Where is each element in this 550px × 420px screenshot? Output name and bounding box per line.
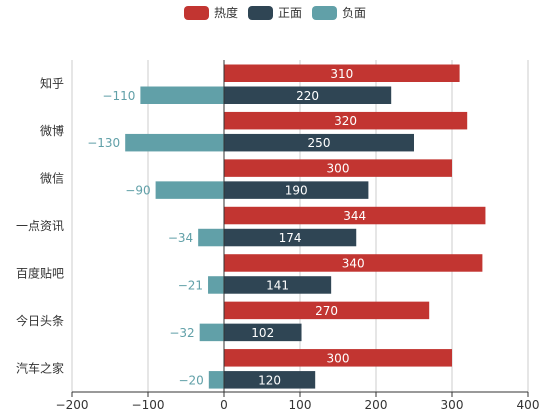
legend-label-heat: 热度	[213, 6, 238, 20]
legend-swatch-negative	[312, 5, 337, 20]
legend-item-heat[interactable]: 热度	[183, 4, 238, 21]
data-label-positive: 250	[308, 136, 331, 150]
data-label-negative: −20	[178, 373, 203, 387]
x-tick-label: 0	[220, 398, 228, 412]
bar-negative	[208, 371, 224, 389]
bar-positive	[224, 228, 357, 247]
bar-negative	[140, 86, 224, 104]
bar-negative	[155, 181, 224, 199]
x-tick-label: −200	[56, 398, 89, 412]
bar-heat	[224, 111, 468, 130]
bar-positive	[224, 323, 302, 342]
data-label-negative: −32	[169, 326, 194, 340]
bar-heat	[224, 349, 452, 367]
data-label-positive: 141	[266, 278, 289, 292]
x-tick-label: 100	[289, 398, 312, 412]
legend-label-positive: 正面	[277, 6, 302, 20]
bar-positive	[224, 181, 369, 199]
data-label-positive: 220	[296, 89, 319, 103]
bar-positive	[224, 276, 332, 294]
legend: 热度 正面 负面	[0, 4, 550, 21]
data-label-heat: 320	[334, 114, 357, 128]
category-label: 微信	[40, 172, 64, 186]
data-label-heat: 340	[342, 256, 365, 270]
bar-heat	[224, 159, 452, 177]
data-label-heat: 270	[315, 304, 338, 318]
category-label: 汽车之家	[16, 360, 64, 375]
bar-heat	[224, 64, 460, 82]
data-label-positive: 174	[279, 231, 302, 245]
data-label-negative: −34	[168, 231, 193, 245]
x-tick-label: 300	[441, 398, 464, 412]
x-tick-label: 200	[365, 398, 388, 412]
bar-positive	[224, 371, 316, 389]
data-label-negative: −110	[102, 89, 135, 103]
category-label: 百度贴吧	[16, 265, 64, 280]
data-label-heat: 300	[327, 351, 350, 365]
legend-item-positive[interactable]: 正面	[247, 4, 302, 21]
x-tick-label: 400	[517, 398, 540, 412]
bar-heat	[224, 301, 430, 320]
x-tick-label: −100	[132, 398, 165, 412]
category-label: 微博	[40, 123, 64, 138]
bar-negative	[198, 228, 224, 247]
bar-heat	[224, 254, 483, 272]
data-label-negative: −130	[87, 136, 120, 150]
data-label-positive: 120	[258, 373, 281, 387]
bar-negative	[208, 276, 224, 294]
legend-item-negative[interactable]: 负面	[312, 4, 366, 21]
category-label: 一点资讯	[16, 219, 64, 233]
legend-swatch-positive	[247, 5, 273, 20]
data-label-positive: 190	[285, 184, 308, 198]
bar-heat	[224, 206, 486, 225]
legend-label-negative: 负面	[342, 6, 367, 20]
data-label-heat: 344	[343, 209, 366, 223]
category-label: 今日头条	[16, 313, 64, 328]
data-label-negative: −90	[125, 184, 150, 198]
bar-negative	[199, 323, 224, 342]
bar-negative	[125, 133, 224, 152]
bar-positive	[224, 86, 392, 104]
legend-swatch-heat	[183, 5, 209, 20]
data-label-heat: 310	[330, 67, 353, 81]
data-label-negative: −21	[178, 278, 203, 292]
bar-positive	[224, 133, 414, 152]
data-label-positive: 102	[251, 326, 274, 340]
data-label-heat: 300	[327, 162, 350, 176]
category-label: 知乎	[40, 77, 64, 91]
